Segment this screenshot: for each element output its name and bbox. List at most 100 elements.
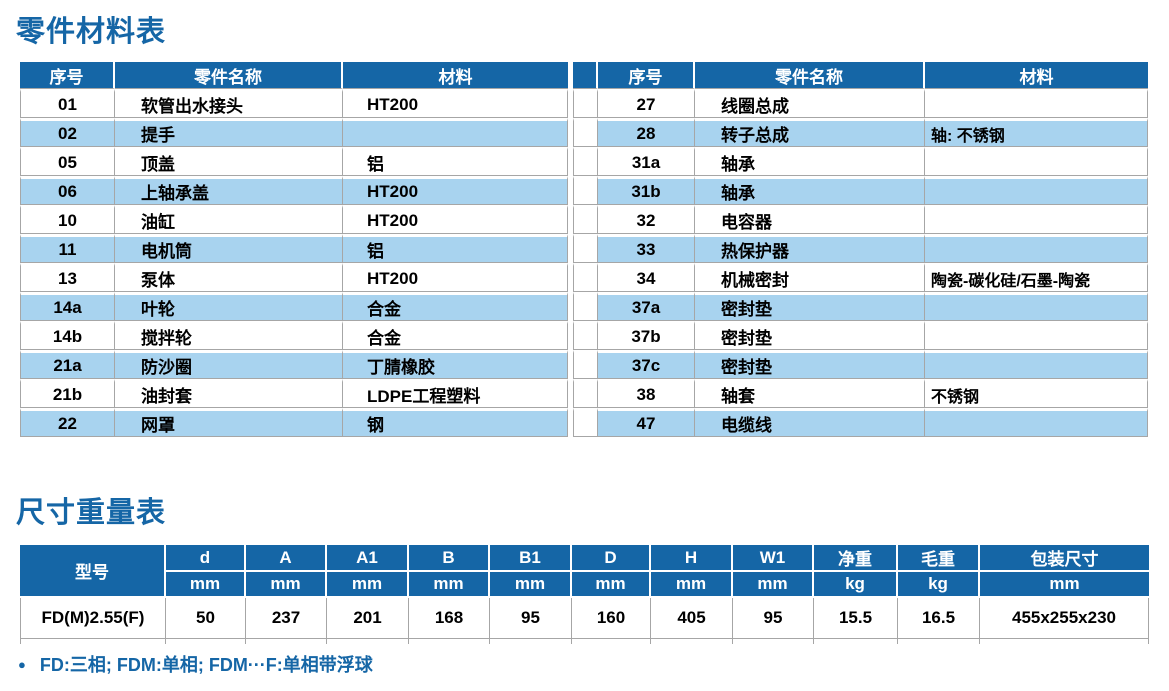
parts-left-body: 01 软管出水接头 HT200 02 提手 05 顶盖铝 06 上轴承盖 HT200 10 油缸 HT2… xyxy=(20,89,568,437)
part-name: 密封垫 xyxy=(695,321,925,350)
part-name: 密封垫 xyxy=(695,350,925,379)
part-number: 31b xyxy=(598,176,695,205)
parts-row: 34 机械密封 陶瓷-碳化硅/石墨-陶瓷 xyxy=(573,263,1148,292)
part-name: 轴承 xyxy=(695,147,925,176)
parts-row: 14a 叶轮 合金 xyxy=(20,292,568,321)
parts-row: 31b 轴承 xyxy=(573,176,1148,205)
parts-right-body: 27 线圈总成 28 转子总成 轴: 不锈钢 31a 轴承 31b 轴承 32 电容器 33 热保护器 3… xyxy=(573,89,1148,437)
part-name: 电机筒 xyxy=(115,234,343,263)
part-name: 顶盖 xyxy=(115,147,343,176)
parts-table-right: 序号 零件名称 材料 27 线圈总成 28 转子总成 轴: 不锈钢 31a 轴承 31b 轴承 3… xyxy=(573,62,1148,437)
part-name: 油缸 xyxy=(115,205,343,234)
parts-table-left: 序号 零件名称 材料 01 软管出水接头 HT200 02 提手 05 顶盖铝 06 上轴承盖 H… xyxy=(20,62,568,437)
dim-col-unit: kg xyxy=(814,572,898,598)
dim-value: 168 xyxy=(409,598,490,639)
model-cell: FD(M)2.55(F) xyxy=(20,598,166,639)
parts-row: 47 电缆线 xyxy=(573,408,1148,437)
dim-col-unit: mm xyxy=(651,572,733,598)
gap-cell xyxy=(573,408,598,437)
dim-col-label: W1 xyxy=(733,545,814,572)
part-material xyxy=(925,176,1148,205)
dim-value: 237 xyxy=(246,598,327,639)
part-material: 合金 xyxy=(343,292,568,321)
dim-col-unit: mm xyxy=(980,572,1149,598)
dim-value: 455x255x230 xyxy=(980,598,1149,639)
part-material: 合金 xyxy=(343,321,568,350)
dimension-table-wrap: 型号 d A A1 B B1 D H W1 净重 毛重 包装尺寸 mm mm mm mm mm mm mm mm k… xyxy=(20,545,1149,644)
dim-value: 405 xyxy=(651,598,733,639)
parts-row: 01 软管出水接头 HT200 xyxy=(20,89,568,118)
parts-right-header-row: 序号 零件名称 材料 xyxy=(573,62,1148,89)
part-number: 32 xyxy=(598,205,695,234)
dim-label-row: 型号 d A A1 B B1 D H W1 净重 毛重 包装尺寸 xyxy=(20,545,1149,598)
parts-row: 14b 搅拌轮 合金 xyxy=(20,321,568,350)
part-name: 机械密封 xyxy=(695,263,925,292)
gap-cell xyxy=(573,321,598,350)
header-no: 序号 xyxy=(598,62,695,89)
dim-col-label: d xyxy=(166,545,246,572)
part-material: 钢 xyxy=(343,408,568,437)
gap-cell xyxy=(573,263,598,292)
part-material xyxy=(925,292,1148,321)
header-material: 材料 xyxy=(343,62,568,89)
part-name: 轴承 xyxy=(695,176,925,205)
part-material xyxy=(925,350,1148,379)
part-number: 37a xyxy=(598,292,695,321)
parts-row: 22 网罩钢 xyxy=(20,408,568,437)
part-number: 28 xyxy=(598,118,695,147)
dim-col-unit: mm xyxy=(490,572,572,598)
dim-value: 50 xyxy=(166,598,246,639)
part-name: 泵体 xyxy=(115,263,343,292)
dim-col-unit: mm xyxy=(409,572,490,598)
part-number: 22 xyxy=(20,408,115,437)
dim-col-label: B1 xyxy=(490,545,572,572)
part-material: 铝 xyxy=(343,147,568,176)
gap-header-cell xyxy=(573,62,598,89)
parts-row: 31a 轴承 xyxy=(573,147,1148,176)
gap-cell xyxy=(573,118,598,147)
parts-tables: 序号 零件名称 材料 01 软管出水接头 HT200 02 提手 05 顶盖铝 06 上轴承盖 H… xyxy=(20,62,1148,437)
table-bottom-stub xyxy=(20,639,1149,644)
parts-row: 32 电容器 xyxy=(573,205,1148,234)
part-number: 33 xyxy=(598,234,695,263)
part-name: 密封垫 xyxy=(695,292,925,321)
header-material: 材料 xyxy=(925,62,1148,89)
part-number: 14a xyxy=(20,292,115,321)
gap-cell xyxy=(573,379,598,408)
part-name: 电容器 xyxy=(695,205,925,234)
parts-row: 27 线圈总成 xyxy=(573,89,1148,118)
dim-col-label: A1 xyxy=(327,545,409,572)
header-name: 零件名称 xyxy=(115,62,343,89)
part-name: 叶轮 xyxy=(115,292,343,321)
dimension-table: 型号 d A A1 B B1 D H W1 净重 毛重 包装尺寸 mm mm mm mm mm mm mm mm k… xyxy=(20,545,1149,644)
dim-col-label: 毛重 xyxy=(898,545,980,572)
part-material: 铝 xyxy=(343,234,568,263)
dim-col-label: 净重 xyxy=(814,545,898,572)
part-material: 轴: 不锈钢 xyxy=(925,118,1148,147)
dim-value: 201 xyxy=(327,598,409,639)
part-number: 21a xyxy=(20,350,115,379)
parts-row: 05 顶盖铝 xyxy=(20,147,568,176)
part-material: LDPE工程塑料 xyxy=(343,379,568,408)
parts-row: 21b 油封套 LDPE工程塑料 xyxy=(20,379,568,408)
gap-cell xyxy=(573,176,598,205)
parts-row: 21a 防沙圈 丁腈橡胶 xyxy=(20,350,568,379)
dim-unit-row: mm mm mm mm mm mm mm mm kg kg mm xyxy=(20,572,1149,598)
part-name: 搅拌轮 xyxy=(115,321,343,350)
parts-row: 10 油缸 HT200 xyxy=(20,205,568,234)
part-name: 电缆线 xyxy=(695,408,925,437)
part-name: 软管出水接头 xyxy=(115,89,343,118)
header-no: 序号 xyxy=(20,62,115,89)
dim-col-unit: mm xyxy=(327,572,409,598)
part-name: 提手 xyxy=(115,118,343,147)
part-number: 02 xyxy=(20,118,115,147)
parts-row: 06 上轴承盖 HT200 xyxy=(20,176,568,205)
part-material xyxy=(925,408,1148,437)
part-material xyxy=(925,89,1148,118)
gap-cell xyxy=(573,205,598,234)
parts-row: 37a 密封垫 xyxy=(573,292,1148,321)
parts-row: 33 热保护器 xyxy=(573,234,1148,263)
part-number: 27 xyxy=(598,89,695,118)
dimension-table-title: 尺寸重量表 xyxy=(16,497,167,529)
